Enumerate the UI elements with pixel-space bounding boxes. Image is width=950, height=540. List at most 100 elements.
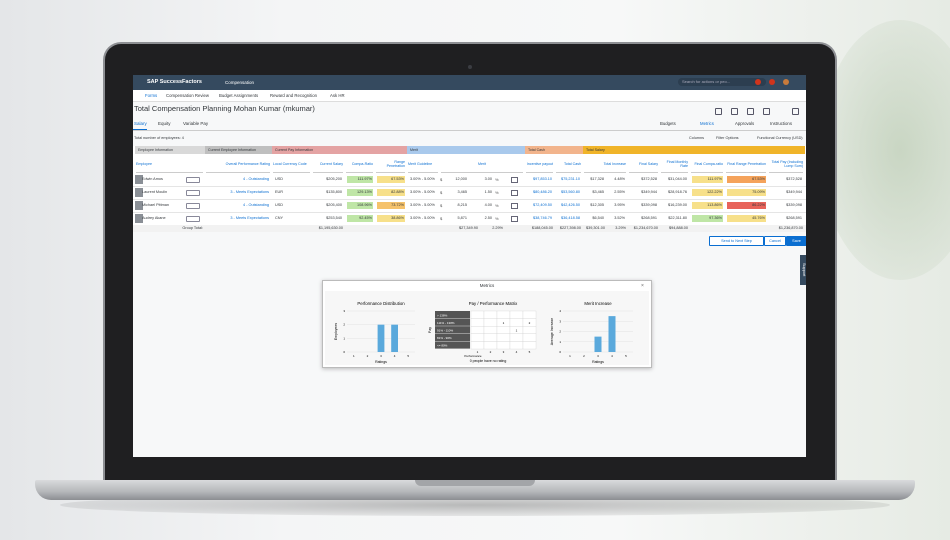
support-tab[interactable]: Support bbox=[800, 255, 806, 285]
column-header[interactable]: Local Currency Code bbox=[273, 155, 310, 173]
matrix-cell bbox=[509, 310, 524, 319]
column-header[interactable]: Total Pay (Including Lump Sum) bbox=[769, 155, 803, 173]
column-header[interactable]: Overall Performance Rating bbox=[206, 155, 270, 173]
column-header[interactable]: Employee bbox=[136, 155, 203, 173]
comment-icon[interactable] bbox=[511, 190, 518, 196]
toolbar-button[interactable]: Filter Options bbox=[716, 136, 739, 140]
matrix-count: 1 bbox=[516, 329, 518, 333]
comment-icon[interactable] bbox=[511, 203, 518, 209]
cell: 12,000 bbox=[455, 177, 467, 181]
cell[interactable]: 3 - Meets Expectations bbox=[230, 216, 269, 220]
cell[interactable]: $97,853.10 bbox=[532, 177, 552, 181]
comment-icon[interactable] bbox=[511, 216, 518, 222]
search-field[interactable]: Search for actions or peo... bbox=[678, 78, 766, 86]
cell: Laurent Moulin bbox=[142, 190, 168, 194]
matrix-cell bbox=[496, 333, 511, 342]
shell-icon[interactable] bbox=[783, 79, 789, 85]
row-label: 91% - 110% bbox=[437, 329, 453, 333]
toolbar-icon[interactable] bbox=[731, 108, 738, 115]
cell: 4.48% bbox=[614, 177, 625, 181]
column-header[interactable]: Final Range Penetration bbox=[726, 155, 766, 173]
column-header[interactable]: Merit bbox=[441, 155, 523, 173]
module-menu[interactable]: Compensation bbox=[225, 80, 255, 85]
row-actions[interactable] bbox=[186, 177, 200, 183]
action-button[interactable]: Approvals bbox=[735, 121, 755, 126]
cell: 2.50 bbox=[484, 216, 492, 220]
tab[interactable]: Equity bbox=[158, 121, 171, 126]
x-axis-label: Ratings bbox=[375, 360, 387, 364]
tab[interactable]: Variable Pay bbox=[183, 121, 209, 126]
nav-item[interactable]: Reward and Recognition bbox=[270, 93, 318, 98]
button[interactable]: Cancel bbox=[764, 236, 786, 246]
toolbar-icon[interactable] bbox=[715, 108, 722, 115]
shell-icon[interactable] bbox=[755, 79, 761, 85]
toolbar-icon[interactable] bbox=[792, 108, 799, 115]
toolbar-button[interactable]: Columns bbox=[689, 136, 704, 140]
cell: EUR bbox=[275, 190, 284, 194]
action-button[interactable]: Budgets bbox=[660, 121, 676, 126]
column-header[interactable]: Merit Guideline bbox=[408, 155, 438, 173]
nav-item[interactable]: Compensation Review bbox=[166, 93, 209, 98]
cell[interactable]: $75,231.10 bbox=[560, 177, 580, 181]
action-button[interactable]: Instructions bbox=[770, 121, 792, 126]
cell[interactable]: 4 - Outstanding bbox=[243, 177, 269, 181]
column-header[interactable]: Incentive payout bbox=[526, 155, 553, 173]
nav-item[interactable]: Budget Assignments bbox=[219, 93, 259, 98]
column-header[interactable]: Final Salary bbox=[629, 155, 658, 173]
cell[interactable]: 3 - Meets Expectations bbox=[230, 190, 269, 194]
x-tick-label: 1 bbox=[353, 354, 355, 358]
cell[interactable]: $53,560.80 bbox=[560, 190, 580, 194]
matrix-cell bbox=[470, 333, 485, 342]
y-axis-label: Employees bbox=[334, 323, 338, 341]
cell: 8,215 bbox=[457, 203, 467, 207]
button[interactable]: Send to Next Step bbox=[709, 236, 764, 246]
close-button[interactable]: × bbox=[641, 283, 644, 289]
avatar bbox=[135, 201, 143, 210]
cell[interactable]: $38,746.79 bbox=[532, 216, 552, 220]
toolbar-icon[interactable] bbox=[763, 108, 770, 115]
x-tick-label: 5 bbox=[407, 354, 409, 358]
matrix-cell bbox=[522, 333, 537, 342]
row-actions[interactable] bbox=[186, 190, 200, 196]
nav-item[interactable]: Forms bbox=[145, 93, 158, 98]
cell[interactable]: 4 - Outstanding bbox=[243, 203, 269, 207]
cell: 108.96% bbox=[347, 202, 373, 209]
column-header[interactable]: Final Monthly Rate bbox=[661, 155, 688, 173]
comment-icon[interactable] bbox=[511, 177, 518, 183]
column-header[interactable]: Total Cash bbox=[556, 155, 581, 173]
group-total-cell: $39,301.00 bbox=[585, 226, 605, 230]
cell: $31,044.00 bbox=[667, 177, 687, 181]
toolbar-button[interactable]: Functional Currency (USD) bbox=[757, 136, 803, 140]
nav-item[interactable]: Ask HR bbox=[330, 93, 345, 98]
tab[interactable]: Salary bbox=[134, 121, 147, 126]
row-label-bg bbox=[435, 318, 470, 326]
table-row: $% Michael Pittman 4 - Outstanding USD $205,… bbox=[133, 199, 806, 213]
shell-icon[interactable] bbox=[769, 79, 775, 85]
cell[interactable]: $72,409.50 bbox=[532, 203, 552, 207]
column-header[interactable]: Final Compa-ratio bbox=[691, 155, 723, 173]
cell[interactable]: $42,426.50 bbox=[560, 203, 580, 207]
cell: 75.09% bbox=[727, 189, 766, 196]
group-total-cell: Group Total: bbox=[182, 226, 203, 230]
row-actions[interactable] bbox=[186, 203, 200, 209]
cell: 38.86% bbox=[377, 215, 405, 222]
column-header[interactable]: Total Increase bbox=[584, 155, 626, 173]
cell[interactable]: $36,418.58 bbox=[560, 216, 580, 220]
button[interactable]: Save bbox=[786, 236, 806, 246]
action-button[interactable]: Metrics bbox=[700, 121, 714, 126]
merit-currency: $ bbox=[440, 177, 443, 182]
y-tick-label: 2 bbox=[559, 330, 561, 334]
toolbar-icon[interactable] bbox=[747, 108, 754, 115]
matrix-cell bbox=[483, 326, 498, 334]
column-header[interactable]: Range Penetration bbox=[376, 155, 405, 173]
column-header[interactable]: Current Salary bbox=[313, 155, 343, 173]
cell: 3.00% - 5.00% bbox=[410, 177, 435, 181]
cell[interactable]: $80,486.20 bbox=[532, 190, 552, 194]
column-group: Current Pay Information bbox=[272, 146, 407, 154]
y-axis-label: Average Increase bbox=[550, 318, 554, 345]
x-tick-label: 2 bbox=[367, 354, 369, 358]
column-header[interactable]: Compa-Ratio bbox=[346, 155, 373, 173]
row-actions[interactable] bbox=[186, 216, 200, 222]
column-group: Total Salary bbox=[583, 146, 805, 154]
